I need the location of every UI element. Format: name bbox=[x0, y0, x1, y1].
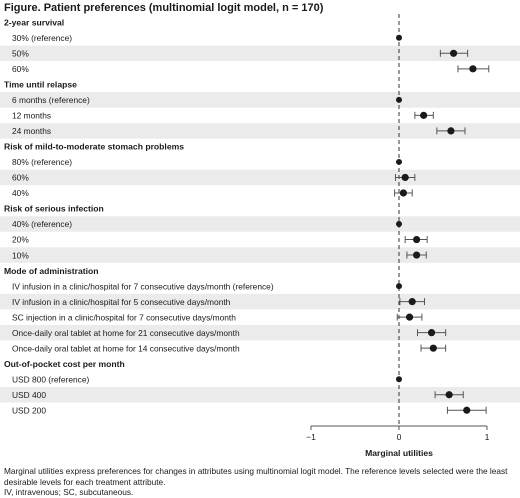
row-label: 10% bbox=[12, 250, 29, 260]
row-label: USD 800 (reference) bbox=[12, 374, 89, 384]
reference-layer: −1 0 1 Marginal utilities bbox=[306, 14, 490, 458]
footnote: Marginal utilities express preferences f… bbox=[4, 466, 516, 498]
row-label: 80% (reference) bbox=[12, 157, 72, 167]
row-label: 40% bbox=[12, 188, 29, 198]
shaded-row bbox=[0, 45, 520, 62]
data-point bbox=[469, 65, 477, 73]
data-point bbox=[401, 173, 409, 182]
group-header: Risk of mild-to-moderate stomach problem… bbox=[4, 142, 184, 152]
x-tick-label: 1 bbox=[485, 432, 490, 442]
shaded-row bbox=[0, 386, 520, 403]
data-point bbox=[449, 49, 458, 57]
data-point bbox=[429, 344, 437, 352]
footnote-text: Marginal utilities express preferences f… bbox=[4, 466, 508, 487]
group-header: 2-year survival bbox=[4, 17, 64, 27]
data-point bbox=[420, 111, 428, 119]
row-label: 24 months bbox=[12, 126, 51, 136]
group-header: Time until relapse bbox=[4, 80, 77, 90]
data-marks bbox=[394, 34, 490, 414]
row-label: USD 200 bbox=[12, 405, 46, 415]
row-label: 50% bbox=[12, 49, 29, 59]
shaded-row bbox=[0, 216, 520, 232]
data-point bbox=[413, 235, 421, 244]
shaded-row bbox=[0, 169, 520, 186]
data-point bbox=[463, 406, 471, 414]
row-label: 6 months (reference) bbox=[12, 95, 90, 105]
group-header: Mode of administration bbox=[4, 266, 99, 276]
row-label: Once-daily oral tablet at home for 14 co… bbox=[12, 343, 240, 353]
data-point bbox=[399, 189, 407, 197]
row-label: 30% (reference) bbox=[12, 33, 72, 43]
footnote-abbreviations: IV, intravenous; SC, subcutaneous. bbox=[4, 487, 134, 498]
data-point bbox=[405, 313, 414, 321]
figure-title: Figure. Patient preferences (multinomial… bbox=[4, 2, 324, 14]
row-label: IV infusion in a clinic/hospital for 7 c… bbox=[12, 281, 274, 291]
x-tick-label: −1 bbox=[306, 432, 316, 442]
row-label: Once-daily oral tablet at home for 21 co… bbox=[12, 328, 240, 338]
x-axis-label: Marginal utilities bbox=[365, 448, 433, 458]
shaded-row bbox=[0, 324, 520, 341]
row-label: 60% bbox=[12, 64, 29, 74]
row-label: USD 400 bbox=[12, 390, 46, 400]
data-point bbox=[396, 34, 402, 41]
data-point bbox=[408, 298, 416, 306]
forest-plot: −1 0 1 Marginal utilities 2-year survival 30%… bbox=[0, 14, 520, 458]
group-header: Risk of serious infection bbox=[4, 204, 104, 214]
shaded-row bbox=[0, 293, 520, 310]
row-label: 40% (reference) bbox=[12, 219, 72, 229]
data-point bbox=[427, 329, 436, 337]
x-tick-label: 0 bbox=[397, 432, 402, 442]
data-point bbox=[396, 221, 402, 228]
shaded-row bbox=[0, 92, 520, 108]
row-label: 12 months bbox=[12, 111, 51, 121]
row-label: 20% bbox=[12, 235, 29, 245]
data-point bbox=[396, 158, 402, 165]
data-point bbox=[396, 376, 402, 383]
row-label: 60% bbox=[12, 173, 29, 183]
data-point bbox=[445, 391, 453, 399]
row-label: SC injection in a clinic/hospital for 7 … bbox=[12, 312, 236, 322]
shaded-row bbox=[0, 123, 520, 139]
data-point bbox=[413, 251, 421, 259]
row-label: IV infusion in a clinic/hospital for 5 c… bbox=[12, 297, 231, 307]
data-point bbox=[396, 283, 402, 290]
data-point bbox=[447, 127, 455, 135]
shaded-row bbox=[0, 247, 520, 263]
data-point bbox=[396, 96, 402, 103]
row-backgrounds bbox=[0, 45, 520, 403]
group-header: Out-of-pocket cost per month bbox=[4, 359, 125, 369]
